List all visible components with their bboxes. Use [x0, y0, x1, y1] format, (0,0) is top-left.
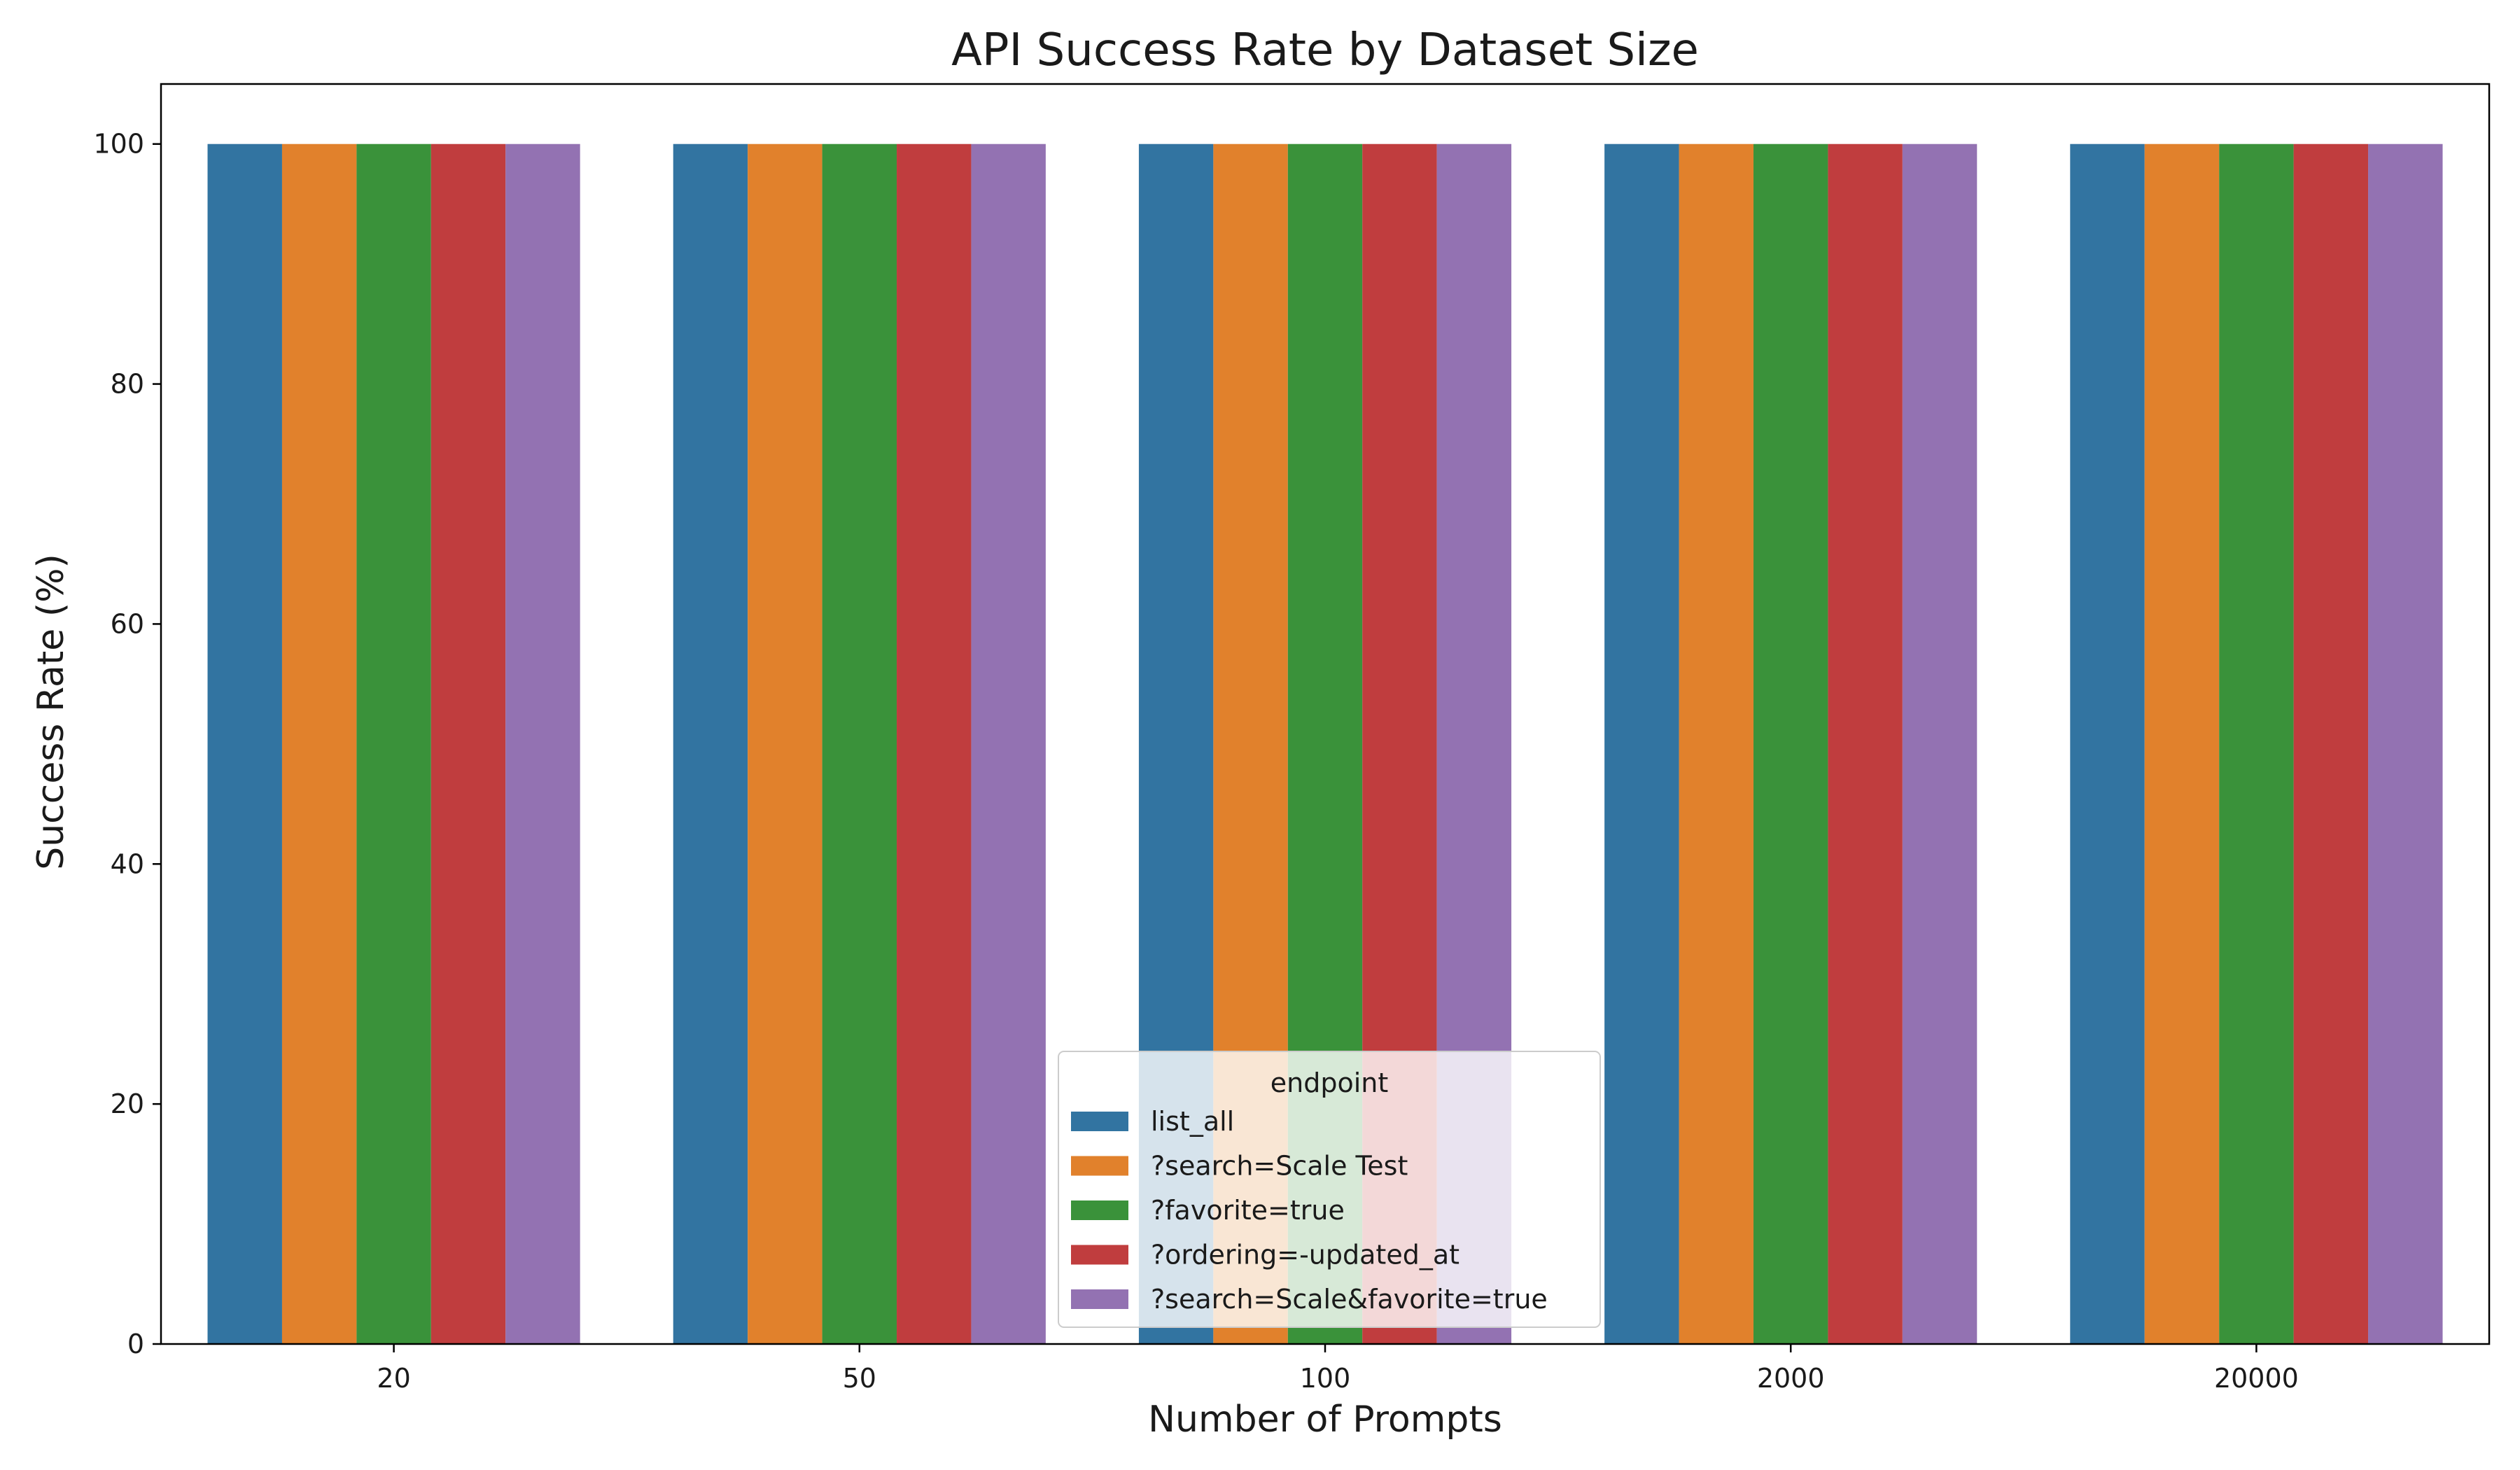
y-tick-label: 20 [111, 1088, 144, 1119]
legend-swatch [1071, 1200, 1128, 1220]
x-tick-label: 2000 [1757, 1363, 1825, 1394]
chart-title: API Success Rate by Dataset Size [951, 24, 1699, 76]
axes-layer: 20 50 100 2000 20000 0 20 40 60 80 100 [93, 83, 2491, 1394]
y-tick-label: 100 [93, 129, 144, 160]
x-tick-label: 50 [843, 1363, 876, 1394]
y-tick-label: 60 [111, 608, 144, 639]
bar-2000-series-1 [1679, 144, 1754, 1345]
bar-50-series-4 [971, 144, 1046, 1345]
bar-2000-series-4 [1902, 144, 1977, 1345]
legend-label: ?favorite=true [1151, 1195, 1345, 1226]
legend-swatch [1071, 1289, 1128, 1309]
bar-2000-series-2 [1753, 144, 1828, 1345]
bar-20-series-2 [356, 144, 431, 1345]
bar-50-series-3 [897, 144, 972, 1345]
bar-20000-series-2 [2219, 144, 2294, 1345]
plot-frame [160, 83, 2491, 1345]
legend-label: ?ordering=-updated_at [1151, 1240, 1460, 1270]
x-tick-label: 20 [377, 1363, 410, 1394]
bar-20-series-3 [430, 144, 506, 1345]
bar-2000-series-0 [1604, 144, 1679, 1345]
bar-20-series-4 [505, 144, 580, 1345]
x-tick-label: 100 [1300, 1363, 1351, 1394]
legend-title: endpoint [1270, 1068, 1389, 1098]
bar-2000-series-3 [1828, 144, 1903, 1345]
bar-20000-series-1 [2144, 144, 2220, 1345]
bar-50-series-0 [673, 144, 748, 1345]
legend-swatch [1071, 1112, 1128, 1131]
x-axis-label: Number of Prompts [1148, 1399, 1502, 1441]
legend-box [1058, 1051, 1601, 1328]
legend-label: list_all [1151, 1106, 1234, 1137]
legend: endpoint list_all ?search=Scale Test ?favor… [1058, 1051, 1601, 1328]
legend-label: ?search=Scale Test [1151, 1151, 1408, 1182]
bar-20000-series-0 [2070, 144, 2145, 1345]
bar-50-series-1 [748, 144, 822, 1345]
bar-20-series-1 [281, 144, 357, 1345]
bar-20-series-0 [207, 144, 282, 1345]
y-axis-label: Success Rate (%) [30, 554, 72, 870]
y-tick-label: 40 [111, 848, 144, 879]
y-tick-label: 80 [111, 369, 144, 400]
bar-50-series-2 [822, 144, 897, 1345]
legend-swatch [1071, 1245, 1128, 1265]
bar-20000-series-4 [2368, 144, 2443, 1345]
x-tick-label: 20000 [2214, 1363, 2299, 1394]
legend-label: ?search=Scale&favorite=true [1151, 1284, 1548, 1315]
bar-20000-series-3 [2293, 144, 2369, 1345]
legend-swatch [1071, 1156, 1128, 1176]
y-tick-label: 0 [127, 1329, 144, 1359]
